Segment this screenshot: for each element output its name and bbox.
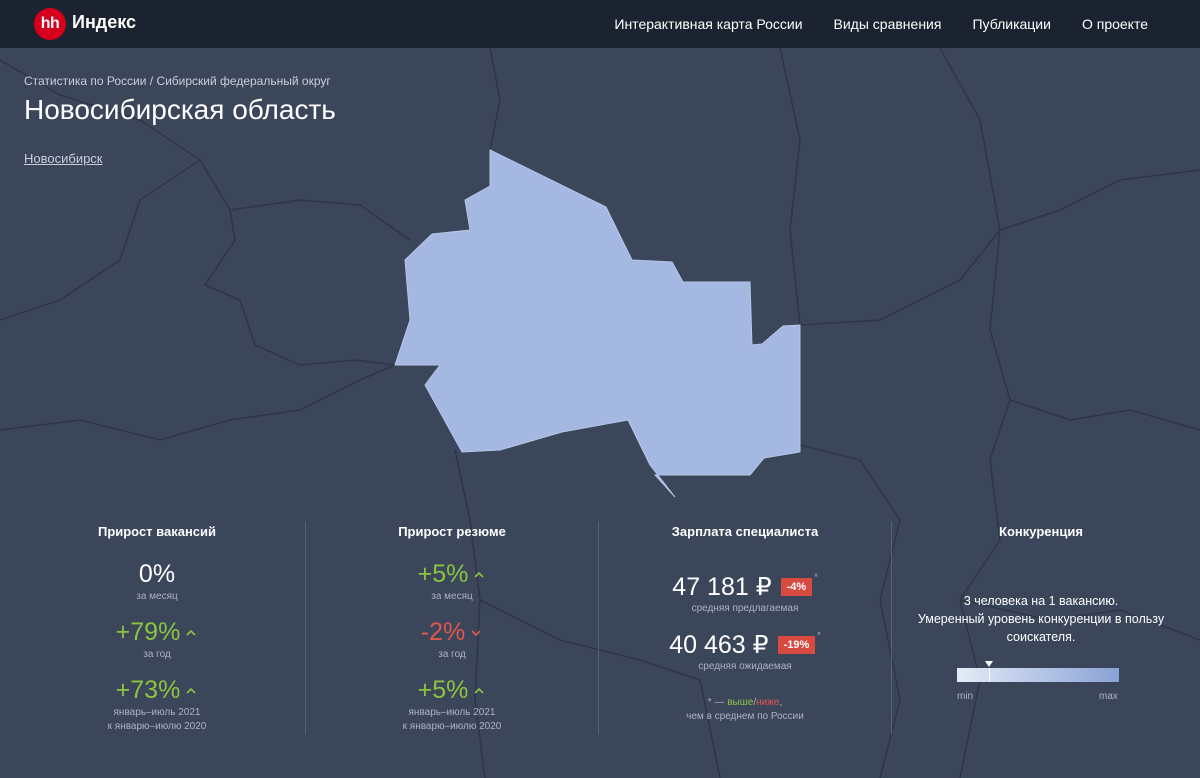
breadcrumb-russia[interactable]: Статистика по России (24, 74, 147, 88)
logo-title[interactable]: Индекс (72, 12, 137, 32)
novosibirsk-region-shape[interactable] (394, 149, 801, 498)
note-prefix: * — (707, 697, 728, 708)
page-title: Новосибирская область (24, 94, 336, 125)
resumes-period: +5% январь–июль 2021 к январю–июлю 2020 (306, 675, 598, 733)
competition-column: Конкуренция 3 человека на 1 вакансию. Ум… (892, 520, 1190, 742)
main-nav: Интерактивная карта России Виды сравнени… (614, 0, 1200, 48)
competition-line-1: 3 человека на 1 вакансию. (963, 594, 1119, 608)
arrow-up-icon (186, 630, 196, 636)
nav-comparison-types[interactable]: Виды сравнения (833, 16, 942, 32)
hh-logo-icon[interactable]: hh (34, 8, 66, 40)
salary-offered-value: 47 181 ₽ (672, 573, 772, 601)
resumes-month-caption: за месяц (431, 591, 473, 602)
map-borders (0, 47, 1200, 778)
competition-description: 3 человека на 1 вакансию. Умеренный уров… (892, 592, 1190, 646)
vacancies-period-caption-2: к январю–июлю 2020 (107, 721, 207, 732)
salary-offered-asterisk: * (814, 572, 818, 582)
salary-offered: 47 181 ₽ -4% * средняя предлагаемая (599, 572, 891, 614)
vacancies-title: Прирост вакансий (97, 524, 217, 539)
top-header: hh Индекс Интерактивная карта России Вид… (0, 0, 1200, 48)
salary-offered-caption: средняя предлагаемая (691, 603, 799, 614)
vacancies-year-value: +79% (115, 618, 181, 646)
competition-marker-line (989, 668, 990, 682)
scale-max-label: max (1099, 691, 1118, 702)
vacancies-month: 0% за месяц (10, 559, 304, 603)
resumes-title: Прирост резюме (398, 524, 506, 539)
salary-column: Зарплата специалиста 47 181 ₽ -4% * сред… (599, 520, 891, 742)
vacancies-column: Прирост вакансий 0% за месяц +79% за год… (10, 520, 304, 742)
competition-line-2: Умеренный уровень конкуренции в пользу (917, 612, 1165, 626)
resumes-column: Прирост резюме +5% за месяц -2% за год +… (306, 520, 598, 742)
salary-note: * — выше/ниже, чем в среднем по России (599, 696, 891, 724)
scale-min-label: min (957, 691, 974, 702)
breadcrumb-separator: / (146, 74, 157, 88)
nav-publications[interactable]: Публикации (972, 16, 1051, 32)
resumes-year-value: -2% (420, 618, 466, 646)
resumes-year-caption: за год (438, 649, 466, 660)
salary-expected-asterisk: * (817, 630, 821, 640)
vacancies-month-caption: за месяц (136, 591, 178, 602)
resumes-period-value: +5% (417, 676, 469, 704)
salary-title: Зарплата специалиста (671, 524, 819, 539)
column-divider (891, 522, 892, 734)
resumes-period-caption-2: к январю–июлю 2020 (402, 721, 502, 732)
arrow-down-icon (471, 630, 481, 637)
arrow-up-icon (186, 688, 196, 694)
resumes-month-value: +5% (417, 560, 469, 588)
note-slash: / (753, 697, 757, 708)
city-link-novosibirsk[interactable]: Новосибирск (24, 151, 103, 166)
vacancies-year-caption: за год (143, 649, 171, 660)
competition-title: Конкуренция (999, 524, 1083, 539)
vacancies-year: +79% за год (10, 617, 304, 661)
salary-expected-value: 40 463 ₽ (669, 631, 769, 659)
salary-expected: 40 463 ₽ -19% * средняя ожидаемая (599, 630, 891, 672)
breadcrumb: Статистика по России / Сибирский федерал… (24, 74, 331, 88)
note-line-2: чем в среднем по России (686, 711, 804, 722)
column-divider (598, 522, 599, 734)
vacancies-month-value: 0% (138, 560, 176, 588)
breadcrumb-siberia[interactable]: Сибирский федеральный округ (156, 74, 331, 88)
stats-panel: Прирост вакансий 0% за месяц +79% за год… (10, 520, 1190, 770)
note-lower: ниже (756, 697, 780, 708)
salary-expected-caption: средняя ожидаемая (698, 661, 792, 672)
resumes-year: -2% за год (306, 617, 598, 661)
note-higher: выше (727, 697, 754, 708)
vacancies-period-value: +73% (115, 676, 181, 704)
resumes-month: +5% за месяц (306, 559, 598, 603)
resumes-period-caption: январь–июль 2021 (408, 707, 496, 718)
competition-marker-icon (985, 661, 993, 667)
salary-offered-badge: -4% (780, 578, 813, 596)
nav-about[interactable]: О проекте (1081, 16, 1148, 32)
nav-interactive-map[interactable]: Интерактивная карта России (614, 16, 803, 32)
note-suffix: , (779, 697, 783, 708)
arrow-up-icon (474, 572, 484, 578)
arrow-up-icon (474, 688, 484, 694)
column-divider (305, 522, 306, 734)
competition-line-3: соискателя. (1006, 630, 1076, 644)
vacancies-period-caption: январь–июль 2021 (113, 707, 201, 718)
vacancies-period: +73% январь–июль 2021 к январю–июлю 2020 (10, 675, 304, 733)
salary-expected-badge: -19% (777, 636, 816, 654)
competition-scale (957, 661, 1119, 682)
